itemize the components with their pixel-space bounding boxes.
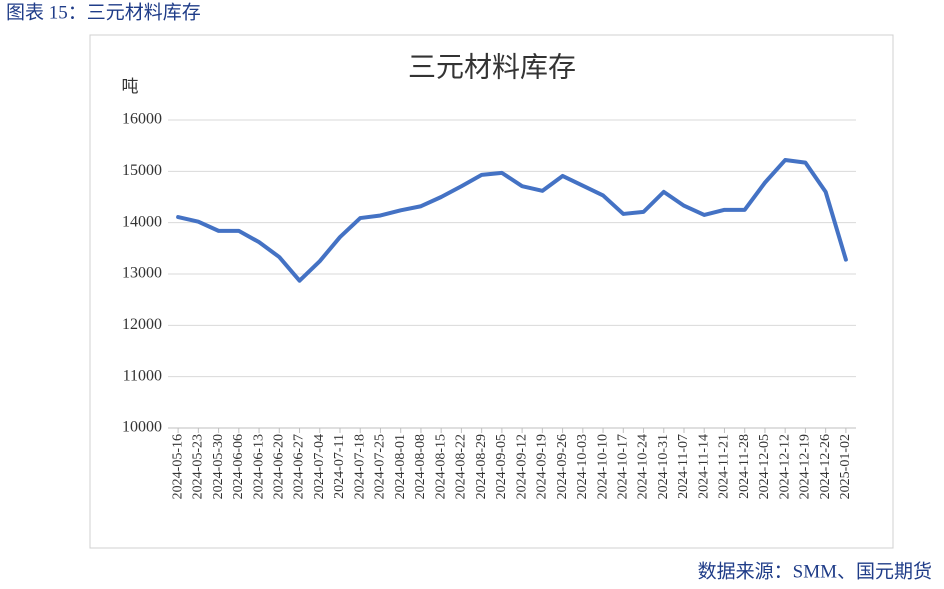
chart-title: 三元材料库存	[408, 51, 576, 83]
x-tick-label: 2024-07-25	[373, 434, 388, 499]
plot: 10000 11000 12000 13000 14000 15000 16000 2024-…	[122, 111, 856, 499]
x-tick-label: 2024-06-13	[251, 434, 266, 499]
y-tick-label: 15000	[122, 162, 162, 179]
y-tick-label: 12000	[122, 316, 162, 333]
data-line	[176, 158, 848, 283]
x-tick-label: 2024-10-03	[575, 434, 590, 499]
figure-title: 图表 15：三元材料库存	[6, 1, 201, 23]
x-tick-label: 2024-05-23	[191, 434, 206, 499]
x-tick-label: 2024-11-14	[696, 434, 711, 499]
x-tick-label: 2024-08-15	[433, 434, 448, 499]
x-tick-label: 2024-09-26	[555, 434, 570, 499]
x-tick-label: 2024-12-26	[818, 434, 833, 499]
y-axis-label: 吨	[122, 77, 139, 96]
y-tick-label: 13000	[122, 265, 162, 282]
x-tick-label: 2024-09-12	[514, 434, 529, 499]
x-tick-label: 2024-08-22	[454, 434, 469, 499]
x-tick-label: 2024-07-11	[332, 434, 347, 499]
x-tick-label: 2024-11-28	[737, 434, 752, 499]
x-tick-label: 2024-09-19	[535, 434, 550, 499]
x-tick-label: 2024-11-21	[717, 434, 732, 499]
x-tick-label: 2024-10-31	[656, 434, 671, 499]
x-tick-label: 2024-07-18	[352, 434, 367, 499]
x-tick-label: 2024-11-07	[676, 434, 691, 499]
x-tick-label: 2024-07-04	[312, 434, 327, 499]
x-tick-label: 2024-08-29	[474, 434, 489, 499]
x-tick-label: 2024-06-27	[292, 434, 307, 499]
x-tick-label: 2024-12-05	[757, 434, 772, 499]
x-tick-label: 2024-06-06	[231, 434, 246, 499]
y-tick-label: 14000	[122, 213, 162, 230]
x-tick-label: 2024-06-20	[272, 434, 287, 499]
x-tick-label: 2024-10-17	[616, 434, 631, 499]
x-tick-label: 2024-05-16	[170, 434, 185, 499]
x-tick-label: 2024-08-01	[393, 434, 408, 499]
x-tick-label: 2024-10-24	[636, 434, 651, 499]
source-note: 数据来源：SMM、国元期货	[698, 560, 932, 582]
y-tick-label: 11000	[123, 367, 162, 384]
x-tick-label: 2024-05-30	[211, 434, 226, 499]
x-tick-label: 2024-12-12	[777, 434, 792, 499]
x-tick-label: 2024-10-10	[595, 434, 610, 499]
x-tick-label: 2025-01-02	[838, 434, 853, 499]
y-tick-label: 16000	[122, 111, 162, 128]
x-tick-label: 2024-12-19	[798, 434, 813, 499]
x-tick-label: 2024-08-08	[413, 434, 428, 499]
y-tick-label: 10000	[122, 419, 162, 436]
x-tick-label: 2024-09-05	[494, 434, 509, 499]
